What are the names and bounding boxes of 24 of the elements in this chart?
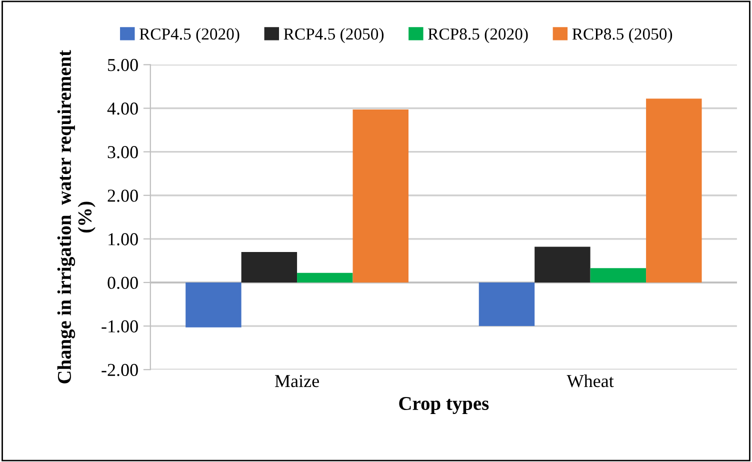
bar bbox=[478, 282, 535, 326]
bar bbox=[297, 272, 353, 282]
bar bbox=[241, 252, 298, 282]
legend-label: RCP8.5 (2020) bbox=[428, 28, 528, 44]
bar bbox=[590, 268, 646, 282]
y-tick-label: 5.00 bbox=[108, 58, 138, 72]
y-tick-label: 1.00 bbox=[108, 233, 138, 246]
legend-label: RCP4.5 (2050) bbox=[284, 28, 384, 44]
y-tick-label: 4.00 bbox=[107, 102, 138, 115]
x-axis-title: Crop types bbox=[399, 396, 489, 414]
legend-label: RCP8.5 (2050) bbox=[572, 28, 672, 44]
y-tick-label: 3.00 bbox=[108, 146, 138, 158]
x-tick-label: Maize bbox=[275, 375, 319, 388]
y-tick-label: -1.00 bbox=[102, 320, 138, 333]
bar bbox=[352, 110, 408, 282]
y-axis-title: Change in irrigation water requirement (%) bbox=[57, 50, 96, 384]
y-tick-label: 0.00 bbox=[108, 276, 138, 289]
x-tick-label: Wheat bbox=[566, 374, 614, 388]
y-tick-label: 2.00 bbox=[108, 190, 138, 202]
y-tick-label: -2.00 bbox=[102, 364, 138, 376]
bar bbox=[186, 282, 242, 328]
legend-label: RCP4.5 (2020) bbox=[140, 28, 240, 44]
bar bbox=[646, 98, 702, 282]
bar bbox=[534, 246, 590, 282]
